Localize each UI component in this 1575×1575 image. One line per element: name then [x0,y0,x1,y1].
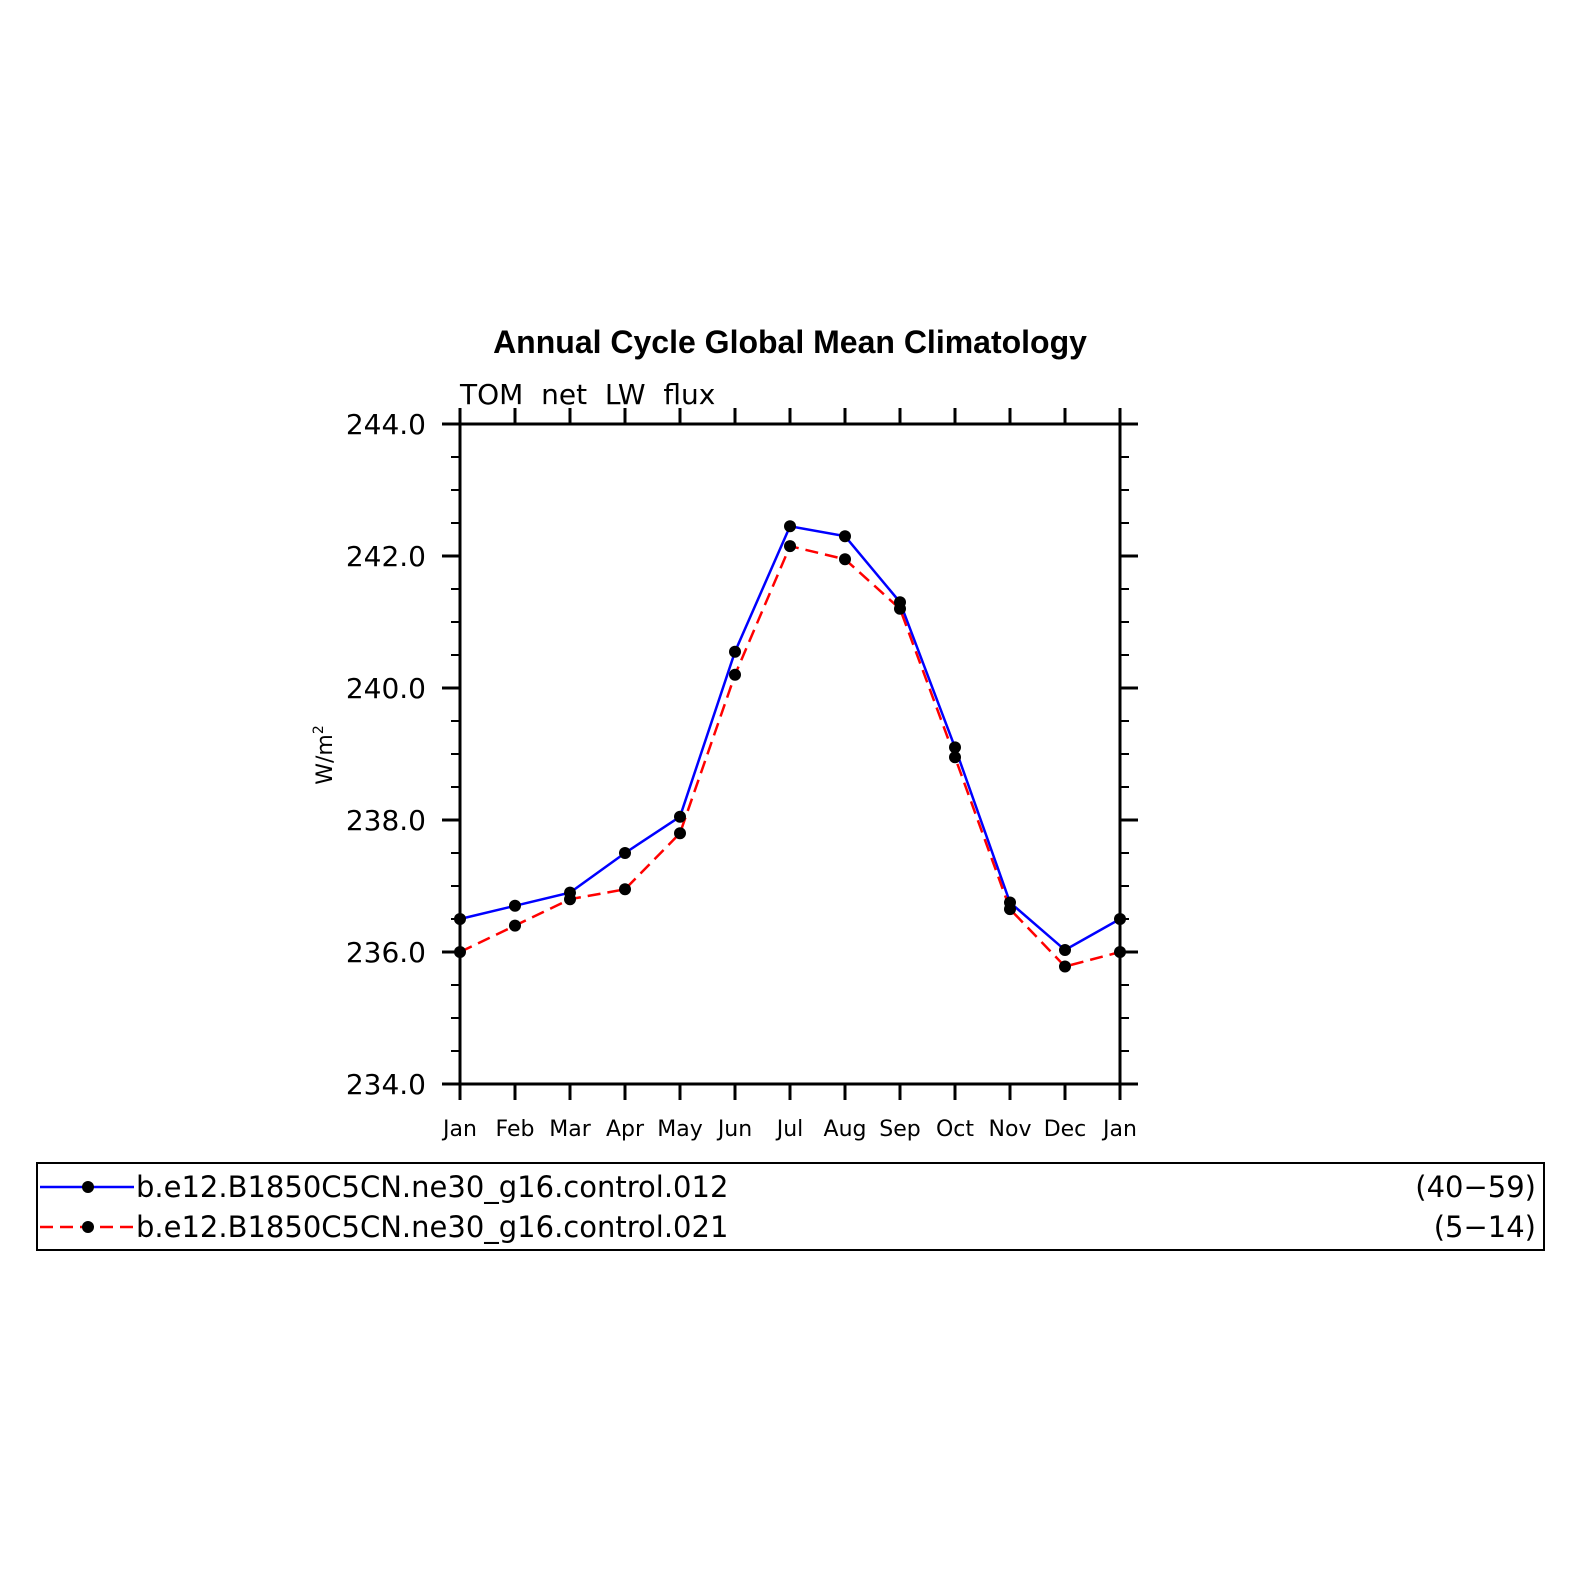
x-tick-labels: Jan Feb Mar Apr May Jun Jul Aug Sep Oct Nov Dec Jan [441,1117,1137,1142]
legend-marker-1 [82,1181,94,1193]
data-point-series-1 [619,847,631,859]
y-tick-label: 240.0 [346,672,426,705]
y-tick-labels: 234.0 236.0 238.0 240.0 242.0 244.0 [346,408,426,1101]
x-tick-label: Oct [936,1117,974,1142]
legend: b.e12.B1850C5CN.ne30_g16.control.012 (40−… [36,1162,1545,1251]
x-tick-label: Dec [1044,1117,1087,1142]
x-tick-label: Apr [606,1117,645,1142]
data-point-series-2 [949,751,961,764]
data-point-series-2 [1059,960,1071,973]
data-point-series-1 [839,530,851,543]
chart-title: Annual Cycle Global Mean Climatology [493,324,1087,360]
series-lines [459,524,1121,968]
legend-label-1: b.e12.B1850C5CN.ne30_g16.control.012 [136,1170,728,1204]
svg-text:W/m2: W/m2 [311,725,338,785]
x-tick-label: Jan [441,1117,477,1142]
data-point-series-1 [784,520,796,533]
data-point-series-2 [839,553,851,566]
data-point-series-2 [564,893,576,906]
x-tick-label: Nov [989,1117,1032,1142]
legend-years-2: (5−14) [1434,1210,1536,1244]
chart-subtitle: TOM net LW flux [459,378,715,411]
axis-ticks [442,408,1138,1100]
data-point-series-1 [1059,944,1071,957]
y-axis-label-base: W/m [313,734,338,785]
data-point-series-2 [729,668,741,681]
data-point-series-2 [509,919,521,932]
data-point-series-1 [509,899,521,912]
y-tick-label: 244.0 [346,408,426,441]
legend-label-2: b.e12.B1850C5CN.ne30_g16.control.021 [136,1210,728,1244]
y-tick-label: 236.0 [346,936,426,969]
data-point-series-1 [949,741,961,754]
series-line-2 [459,544,1121,968]
x-tick-label: Aug [824,1117,867,1142]
x-tick-label: May [657,1117,702,1142]
x-tick-label: Jul [775,1117,804,1142]
data-point-series-1 [674,810,686,823]
y-tick-label: 238.0 [346,804,426,837]
x-tick-label: Feb [496,1117,535,1142]
data-point-series-2 [894,602,906,615]
plot-frame [458,422,1122,1086]
data-point-series-1 [729,645,741,658]
y-axis-label-superscript: 2 [311,725,327,734]
x-tick-label: Jan [1101,1117,1137,1142]
legend-years-1: (40−59) [1415,1170,1536,1204]
y-tick-label: 242.0 [346,540,426,573]
legend-marker-2 [82,1221,94,1233]
data-point-series-2 [674,827,686,840]
data-point-series-2 [619,883,631,896]
series-points [454,520,1126,973]
data-point-series-2 [1004,903,1016,916]
y-tick-label: 234.0 [346,1068,426,1101]
x-tick-label: Jun [716,1117,752,1142]
x-tick-label: Mar [549,1117,591,1142]
legend-box [36,1162,1545,1251]
y-axis-label: W/m2 [311,725,338,785]
series-line-1 [459,524,1121,952]
data-point-series-2 [784,540,796,553]
x-tick-label: Sep [879,1117,920,1142]
